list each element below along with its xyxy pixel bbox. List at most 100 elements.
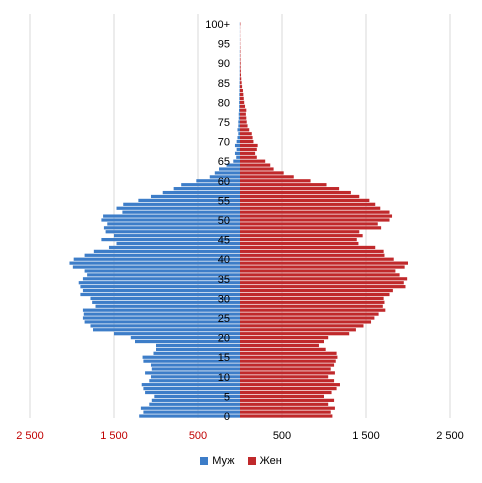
male-bar: [238, 116, 240, 120]
male-bar: [238, 108, 240, 112]
male-bar: [116, 206, 240, 210]
male-bar: [103, 226, 240, 230]
male-bar: [153, 351, 240, 355]
female-bar: [240, 410, 331, 414]
female-bar: [240, 292, 390, 297]
age-label: 75: [218, 117, 230, 129]
female-bar: [240, 351, 337, 355]
male-bar: [82, 288, 240, 293]
male-bar: [143, 410, 240, 414]
male-bar: [80, 285, 241, 289]
female-bar: [240, 171, 284, 175]
male-bar: [107, 222, 240, 226]
male-bar: [90, 296, 240, 301]
female-bar: [240, 151, 256, 155]
female-bar: [240, 363, 335, 367]
male-bar: [151, 367, 240, 371]
male-bar: [150, 375, 240, 379]
male-bar: [72, 265, 240, 269]
female-bar: [240, 120, 247, 124]
female-bar: [240, 281, 404, 285]
female-bar: [240, 245, 376, 250]
age-label: 70: [218, 137, 230, 149]
female-bar: [240, 163, 271, 167]
female-bar: [240, 89, 243, 93]
male-bar: [237, 136, 240, 140]
male-bar: [236, 155, 240, 159]
male-bar: [114, 332, 240, 336]
x-tick-label: 2 500: [436, 430, 464, 442]
male-bar: [139, 414, 240, 418]
legend-item-male: Муж: [200, 455, 235, 467]
male-bar: [90, 324, 240, 328]
female-bar: [240, 390, 332, 395]
male-bar: [122, 210, 240, 214]
male-bar: [87, 273, 241, 277]
female-bar: [240, 265, 405, 269]
female-bar: [240, 296, 384, 301]
male-bar: [135, 339, 240, 344]
male-bar: [234, 151, 240, 155]
female-bar: [240, 81, 242, 85]
male-bar: [226, 163, 240, 167]
female-bar: [240, 202, 376, 206]
female-bar: [240, 406, 335, 410]
male-bar: [214, 171, 240, 175]
female-bar: [240, 253, 385, 257]
age-label: 65: [218, 156, 230, 168]
female-bar: [240, 57, 241, 61]
age-label: 80: [218, 97, 230, 109]
male-bar: [238, 120, 240, 124]
male-bar: [150, 363, 240, 367]
male-bar: [238, 124, 240, 128]
age-label: 95: [218, 39, 230, 51]
female-bar: [240, 379, 335, 383]
female-bar: [240, 347, 326, 351]
female-bar: [240, 214, 393, 218]
x-tick-label: 500: [273, 430, 291, 442]
female-bar: [240, 190, 351, 195]
x-tick-label: 2 500: [16, 430, 44, 442]
age-label: 30: [218, 293, 230, 305]
age-label: 60: [218, 176, 230, 188]
female-bar: [240, 285, 406, 289]
male-bar: [145, 371, 240, 375]
female-bar: [240, 320, 372, 324]
female-bar: [240, 339, 324, 344]
female-bar: [240, 92, 244, 97]
female-bar: [240, 226, 382, 230]
female-bar: [240, 159, 266, 163]
female-bar: [240, 375, 329, 379]
female-bar: [240, 371, 335, 375]
female-bar: [240, 206, 381, 210]
male-bar: [156, 347, 240, 351]
female-bar: [240, 61, 241, 65]
female-bar: [240, 108, 247, 112]
age-axis-labels: 0 5 10 15 20 25 30 35 40 45 50 55 60 65 70 75 80 85 90 95 10…: [205, 19, 230, 423]
male-bar: [82, 316, 240, 320]
female-bar: [240, 234, 363, 238]
female-bar: [240, 249, 384, 253]
female-swatch: [247, 457, 256, 465]
female-bar: [240, 273, 400, 277]
male-bar: [181, 183, 240, 187]
female-bar: [240, 237, 357, 242]
male-bar: [209, 175, 240, 179]
age-label: 0: [224, 411, 230, 423]
female-bar: [240, 167, 274, 171]
male-bar: [239, 100, 240, 104]
male-bar: [130, 336, 240, 340]
female-bar: [240, 104, 246, 108]
female-bar: [240, 143, 258, 148]
female-bar: [240, 359, 336, 363]
female-bar: [240, 261, 408, 265]
age-label: 5: [224, 391, 230, 403]
female-bar: [240, 332, 350, 336]
male-bar: [150, 194, 240, 199]
male-bar: [69, 261, 240, 265]
age-label: 45: [218, 235, 230, 247]
male-swatch: [200, 457, 209, 465]
female-bar: [240, 100, 245, 104]
male-bar: [173, 187, 240, 191]
female-bar: [240, 183, 327, 187]
